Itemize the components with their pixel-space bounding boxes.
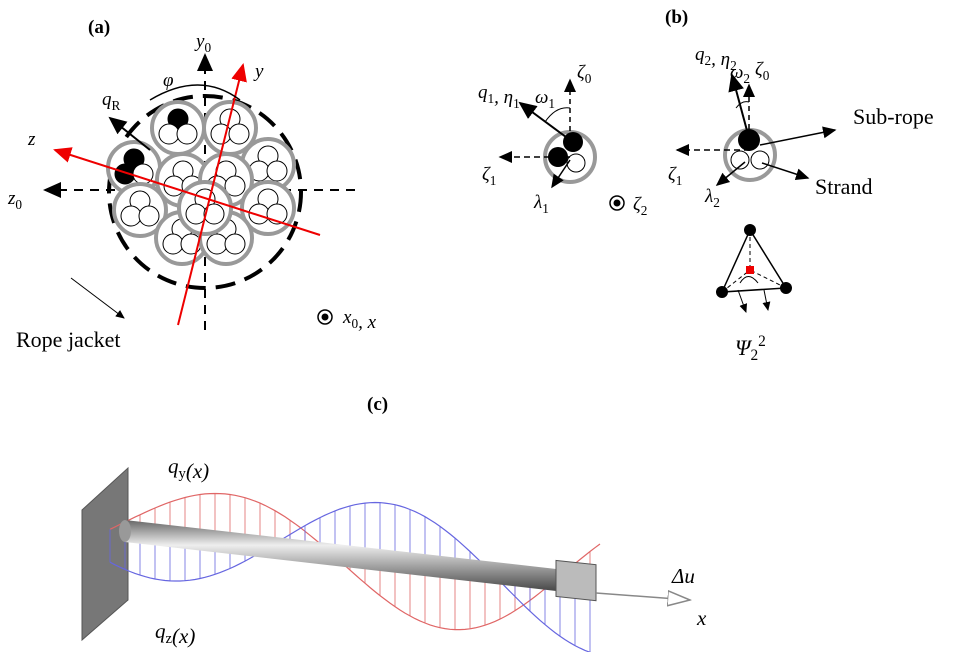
text-part: ω (730, 62, 743, 83)
panel-label: (a) (88, 17, 110, 38)
text-part: q (478, 82, 488, 103)
strand (229, 124, 249, 144)
subscript: 0 (15, 197, 22, 212)
text-part: q (102, 89, 112, 110)
subscript: 1 (548, 96, 555, 111)
subscript: 1 (676, 173, 683, 188)
mode-label: Ψ22 (735, 333, 766, 364)
text-part: , η (711, 49, 730, 70)
strand (267, 161, 287, 181)
subscript: 1 (513, 96, 520, 111)
force-label: q1, η1 (478, 82, 520, 111)
subscript: 1 (490, 173, 497, 188)
subscript: 2 (705, 53, 712, 68)
angle-label: ω1 (535, 87, 555, 111)
axis-label: y0 (194, 31, 211, 55)
axis-label: ζ1 (668, 164, 682, 188)
subscript: 0 (204, 40, 211, 55)
strand (177, 124, 197, 144)
strand (139, 206, 159, 226)
page: (a) y0 y φ qR z z0 Rope jacket x0, x (b)… (0, 0, 957, 652)
axis-label: z (27, 129, 36, 150)
subscript: 2 (713, 195, 720, 210)
axis-label: ζ1 (482, 164, 496, 188)
load-label: qz(x) (155, 619, 195, 648)
subscript: R (112, 98, 121, 113)
axis-label: λ2 (704, 186, 720, 210)
strand (163, 234, 183, 254)
subscript: 1 (488, 91, 495, 106)
text-part: λ (704, 186, 713, 207)
angle-label: φ (163, 70, 174, 91)
axis-label: ζ2 (633, 194, 647, 218)
text-part: q (155, 619, 166, 643)
text-part: , x (358, 312, 377, 333)
callout-label: Sub-rope (853, 104, 934, 129)
displacement-label: Δu (671, 564, 695, 588)
subscript: 2 (750, 347, 758, 364)
angle-label: ω2 (730, 62, 750, 86)
text-part: y (194, 31, 205, 52)
axis-label: y (253, 61, 264, 82)
subscript: 0 (585, 71, 592, 86)
superscript: 2 (758, 333, 766, 350)
strand (225, 234, 245, 254)
callout-label: Strand (815, 174, 872, 199)
callout-label: Rope jacket (16, 327, 120, 352)
text-part: (x) (172, 624, 195, 648)
figure: (a) y0 y φ qR z z0 Rope jacket x0, x (b)… (0, 0, 957, 652)
strand (207, 234, 227, 254)
strand (159, 124, 179, 144)
subscript: 2 (743, 71, 750, 86)
panel-label: (b) (665, 7, 688, 28)
axis-label: x0, x (342, 307, 377, 333)
axis-label: λ1 (533, 192, 549, 216)
axis-label: ζ0 (755, 59, 770, 83)
force-label: qR (102, 89, 121, 113)
axis-label: x (696, 606, 707, 630)
panel-a (45, 55, 355, 330)
text-part: , η (494, 87, 513, 108)
subscript: 0 (763, 68, 770, 83)
load-label: qy(x) (168, 454, 209, 483)
subscript: 1 (542, 201, 549, 216)
panel-label: (c) (367, 394, 388, 415)
text-part: ω (535, 87, 548, 108)
text-part: q (695, 44, 705, 65)
text-part: (x) (186, 459, 209, 483)
subscript: 2 (641, 203, 648, 218)
strand (121, 206, 141, 226)
axis-label: ζ0 (577, 62, 592, 86)
text-part: λ (533, 192, 542, 213)
axis-label: z0 (7, 188, 22, 212)
text-part: q (168, 454, 179, 478)
